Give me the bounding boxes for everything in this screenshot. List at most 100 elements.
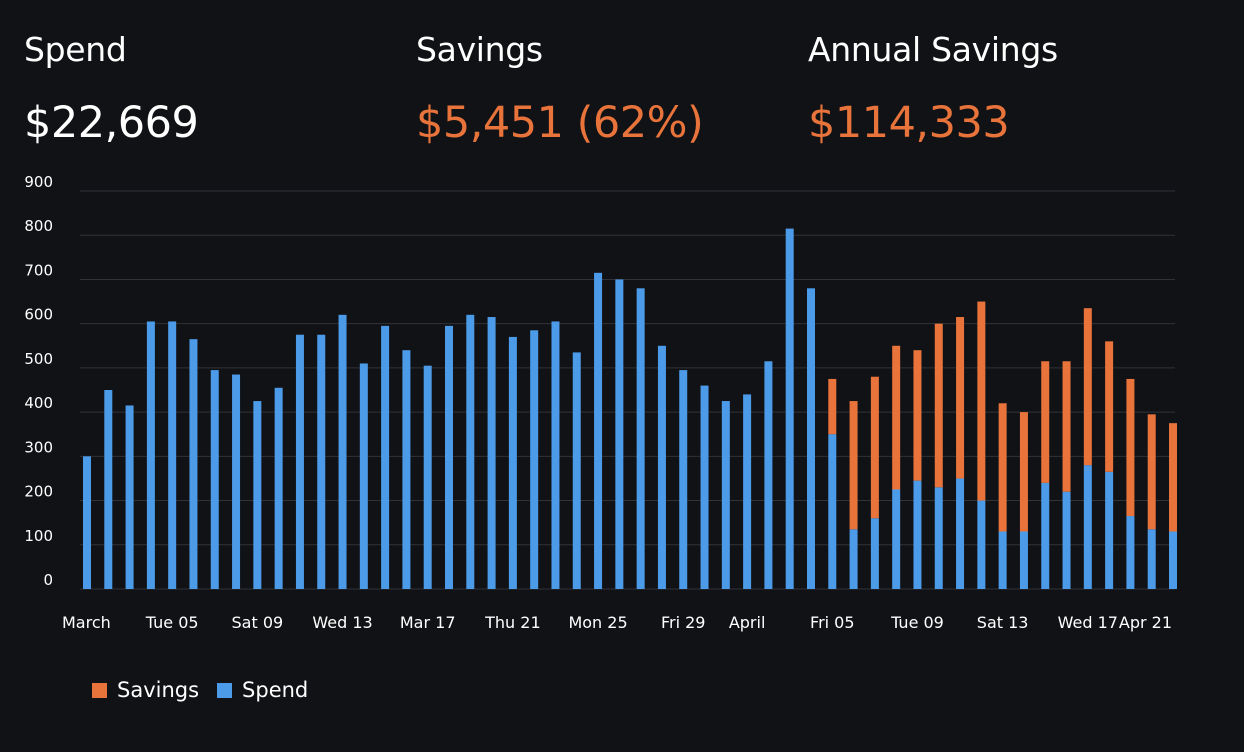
bars <box>83 228 1177 590</box>
bar-spend-16[interactable] <box>423 365 432 589</box>
bar-spend-50[interactable] <box>1147 529 1156 589</box>
bar-spend-31[interactable] <box>743 394 752 589</box>
bar-spend-10[interactable] <box>295 334 304 589</box>
bar-spend-28[interactable] <box>679 370 688 589</box>
bar-spend-46[interactable] <box>1062 491 1071 589</box>
bar-spend-12[interactable] <box>338 314 347 589</box>
bar-savings-39[interactable] <box>913 350 922 481</box>
bar-spend-34[interactable] <box>807 288 815 589</box>
legend: Savings Spend <box>92 678 326 702</box>
bar-spend-19[interactable] <box>487 317 496 589</box>
bar-spend-41[interactable] <box>956 478 965 589</box>
bar-spend-45[interactable] <box>1041 482 1050 589</box>
bar-savings-46[interactable] <box>1062 361 1071 492</box>
bar-spend-25[interactable] <box>615 279 624 589</box>
x-tick-label: Wed 17 <box>1058 613 1118 632</box>
bar-spend-8[interactable] <box>253 401 262 589</box>
bar-spend-24[interactable] <box>594 272 603 589</box>
bar-spend-30[interactable] <box>721 401 730 589</box>
x-tick-label: Thu 21 <box>484 613 541 632</box>
bar-spend-48[interactable] <box>1105 471 1114 589</box>
bar-savings-41[interactable] <box>956 317 965 479</box>
bar-spend-18[interactable] <box>466 314 475 589</box>
bar-savings-38[interactable] <box>892 345 901 490</box>
bar-spend-26[interactable] <box>636 288 645 589</box>
bar-savings-49[interactable] <box>1126 378 1135 517</box>
legend-label-spend: Spend <box>242 678 309 702</box>
bar-spend-38[interactable] <box>892 489 901 590</box>
bar-spend-33[interactable] <box>785 228 794 590</box>
bar-spend-42[interactable] <box>977 500 986 589</box>
bar-spend-20[interactable] <box>508 336 517 589</box>
bar-savings-40[interactable] <box>934 323 943 488</box>
bar-spend-32[interactable] <box>764 361 773 589</box>
y-tick-label-500: 500 <box>24 350 53 368</box>
legend-swatch-savings <box>92 682 107 698</box>
bar-spend-27[interactable] <box>657 345 666 589</box>
bar-spend-23[interactable] <box>572 352 581 589</box>
x-tick-label: Wed 13 <box>312 613 372 632</box>
bar-savings-44[interactable] <box>1019 412 1028 532</box>
bar-savings-45[interactable] <box>1041 361 1050 483</box>
bar-spend-4[interactable] <box>168 321 177 589</box>
x-tick-label: Fri 29 <box>661 613 706 632</box>
bar-spend-21[interactable] <box>530 330 539 589</box>
y-axis-ticks: 0 100 200 300 400 500 600 700 800 900 <box>24 173 53 589</box>
bar-spend-44[interactable] <box>1019 531 1028 589</box>
bar-spend-3[interactable] <box>146 321 155 589</box>
bar-spend-11[interactable] <box>317 334 326 589</box>
metric-annual-savings-label: Annual Savings <box>808 30 1058 69</box>
bar-spend-6[interactable] <box>210 370 219 589</box>
bar-savings-48[interactable] <box>1105 341 1114 472</box>
bar-spend-43[interactable] <box>998 531 1007 589</box>
bar-spend-17[interactable] <box>445 325 453 589</box>
y-tick-label-600: 600 <box>24 306 53 324</box>
bar-spend-7[interactable] <box>232 374 241 589</box>
y-tick-label-200: 200 <box>24 483 53 501</box>
bar-spend-13[interactable] <box>359 363 368 589</box>
metric-savings-value: $5,451 (62%) <box>416 98 704 148</box>
y-tick-label-700: 700 <box>24 261 53 279</box>
bar-savings-43[interactable] <box>998 403 1007 532</box>
y-tick-label-800: 800 <box>24 217 53 235</box>
bar-spend-9[interactable] <box>274 387 283 589</box>
x-tick-label: April <box>729 613 766 632</box>
metric-annual-savings: Annual Savings $114,333 <box>808 30 1058 149</box>
x-tick-label: Mar 17 <box>400 613 456 632</box>
bar-spend-15[interactable] <box>402 350 411 589</box>
bar-spend-0[interactable] <box>83 456 91 589</box>
bar-savings-42[interactable] <box>977 301 986 501</box>
bar-spend-37[interactable] <box>870 518 879 589</box>
bar-savings-50[interactable] <box>1147 414 1156 530</box>
x-tick-label: Sat 13 <box>977 613 1029 632</box>
bar-spend-51[interactable] <box>1169 531 1177 589</box>
bar-savings-36[interactable] <box>849 401 858 530</box>
bar-savings-51[interactable] <box>1169 423 1177 532</box>
bar-spend-35[interactable] <box>828 434 837 589</box>
bar-spend-5[interactable] <box>189 339 198 589</box>
y-tick-label-100: 100 <box>24 527 53 545</box>
metric-spend: Spend $22,669 <box>24 30 199 149</box>
bar-spend-29[interactable] <box>700 385 709 589</box>
metric-savings-label: Savings <box>416 30 543 69</box>
x-axis-ticks: March Tue 05 Sat 09 Wed 13 Mar 17 Thu 21 Mon 2… <box>62 613 1172 632</box>
y-tick-label-0: 0 <box>43 571 53 589</box>
bar-savings-35[interactable] <box>828 378 837 435</box>
bar-spend-22[interactable] <box>551 321 560 589</box>
bar-spend-40[interactable] <box>934 487 943 589</box>
bar-spend-2[interactable] <box>125 405 134 589</box>
legend-item-savings[interactable]: Savings <box>92 678 199 702</box>
bar-spend-39[interactable] <box>913 480 922 589</box>
legend-label-savings: Savings <box>117 678 200 702</box>
bar-spend-14[interactable] <box>381 325 390 589</box>
bar-spend-1[interactable] <box>104 390 113 589</box>
bar-savings-47[interactable] <box>1083 308 1092 466</box>
x-tick-label: Mon 25 <box>568 613 627 632</box>
bar-spend-47[interactable] <box>1083 465 1092 589</box>
bar-spend-49[interactable] <box>1126 516 1135 589</box>
bar-savings-37[interactable] <box>870 376 879 519</box>
legend-item-spend[interactable]: Spend <box>217 678 308 702</box>
bar-spend-36[interactable] <box>849 529 858 589</box>
y-tick-label-300: 300 <box>24 438 53 456</box>
x-tick-label: Fri 05 <box>810 613 855 632</box>
